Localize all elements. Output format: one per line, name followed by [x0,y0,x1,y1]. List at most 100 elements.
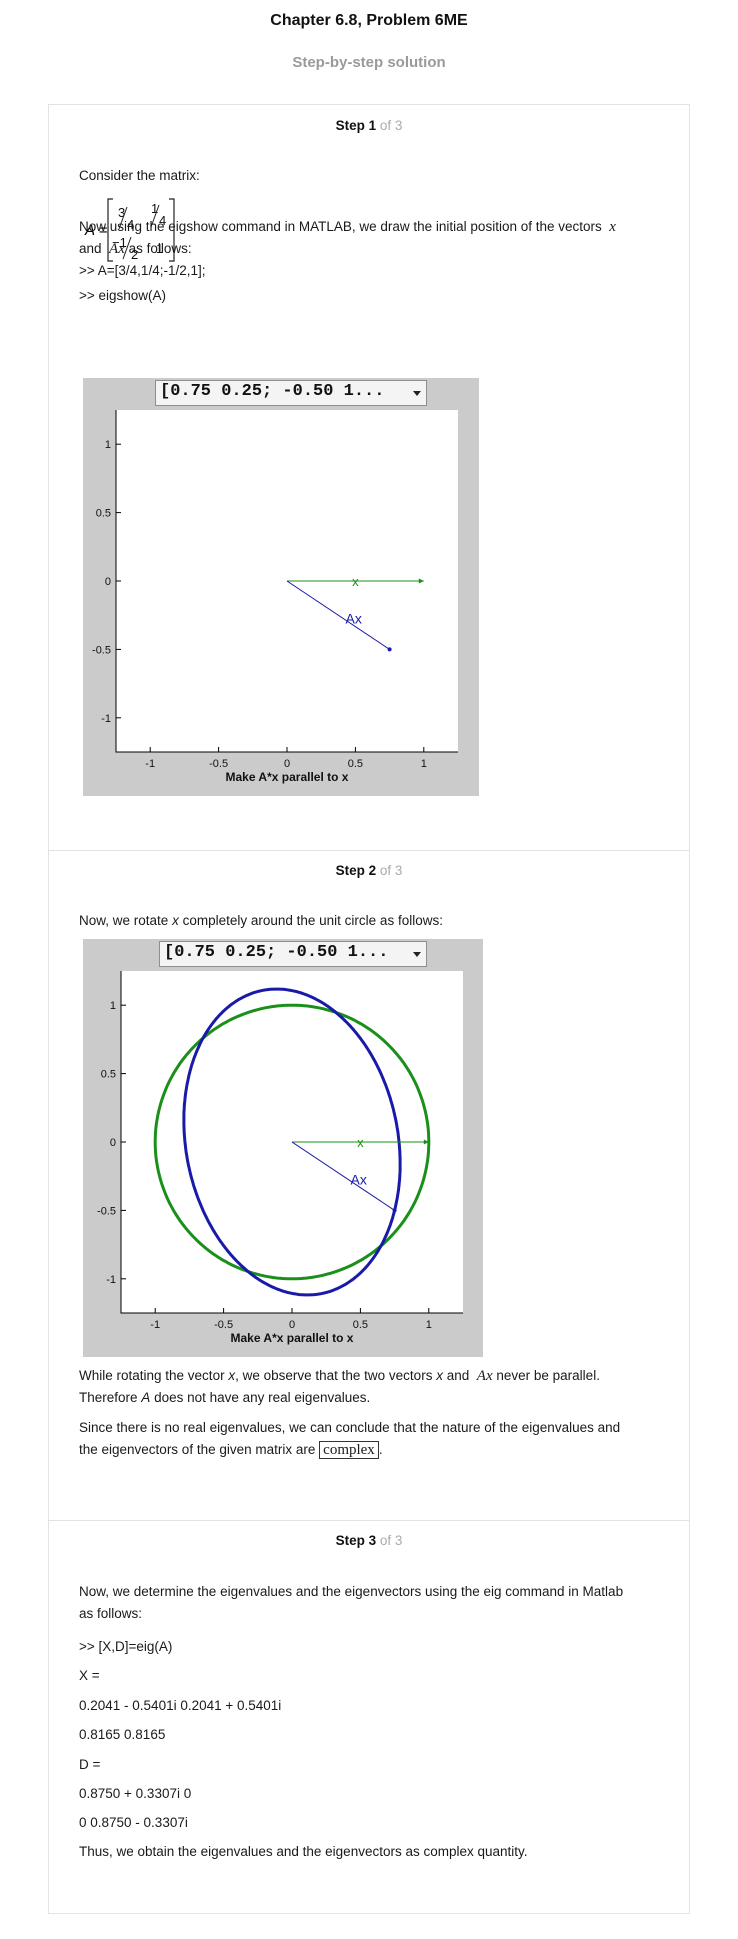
matrix-label: A = [84,222,108,239]
svg-text:2: 2 [131,247,138,262]
x-tick-label: -1 [150,1319,160,1331]
var-x: x [436,1368,443,1383]
since-text: Since there is no real eigenvalues, we c… [79,1417,669,1461]
eig-line: >> [X,D]=eig(A) [79,1639,173,1654]
var-x: x [172,913,179,928]
eig-intro-1: Now, we determine the eigenvalues and th… [79,1584,624,1599]
step-label: Step 2 [335,863,377,878]
x-tick-label: 1 [421,758,427,770]
since-text-end: . [378,1442,383,1457]
step-2-heading: Step 2 of 3 [49,863,689,878]
x-tick-label: 0 [289,1319,295,1331]
x-tick-label: -0.5 [214,1319,233,1331]
eigshow-plot-2: -1 -0.5 0 0.5 1 1 0.5 0 -0.5 -1 Make A*x parallel … [97,971,463,1345]
svg-text:1: 1 [156,241,163,256]
eig-line: 0.8750 + 0.3307i 0 [79,1786,192,1801]
step-3-heading: Step 3 of 3 [49,1533,689,1548]
dropdown-value: [0.75 0.25; -0.50 1... [160,382,385,401]
matrix-dropdown[interactable]: [0.75 0.25; -0.50 1... [159,941,427,967]
var-x: x [228,1368,236,1383]
chevron-down-icon [413,952,421,957]
eig-line: D = [79,1757,101,1772]
y-tick-label: 1 [105,439,111,451]
x-tick-label: 0.5 [353,1319,368,1331]
chevron-down-icon [413,391,421,396]
therefore-text-a: Therefore [79,1390,138,1405]
x-vector-label: x [357,1135,364,1150]
x-axis-label: Make A*x parallel to x [231,1331,354,1345]
svg-text:−1: −1 [112,235,127,250]
x-vector-arrowhead [423,1139,429,1145]
svg-text:3: 3 [118,205,125,220]
page-title: Chapter 6.8, Problem 6ME [270,12,468,29]
step-count: of 3 [379,863,403,878]
step-1-heading: Step 1 of 3 [49,118,689,133]
ax-vector [291,1141,395,1211]
eig-intro-text: Now, we determine the eigenvalues and th… [79,1581,669,1625]
y-tick-label: 0.5 [96,508,111,520]
since-text-1: Since there is no real eigenvalues, we c… [79,1420,621,1435]
step-2-card: Step 2 of 3 Now, we rotate x completely … [48,850,690,1521]
while-text-b: , we observe that the two vectors [235,1368,433,1383]
axes-frame [120,971,463,1314]
since-text-2: the eigenvectors of the given matrix are [79,1442,316,1457]
y-tick-label: -1 [101,713,111,725]
command-1: >> A=[3/4,1/4;-1/2,1]; [79,263,206,278]
conclusion-text: Thus, we obtain the eigenvalues and the … [79,1844,528,1859]
rotate-text-a: Now, we rotate [79,913,169,928]
ax-vector-tip [392,1208,397,1213]
while-text-c: and [446,1368,470,1383]
y-tick-label: -0.5 [97,1205,116,1217]
x-tick-label: 1 [426,1319,432,1331]
using-text: Now using the eigshow command in MATLAB,… [79,216,669,260]
matrix-dropdown[interactable]: [0.75 0.25; -0.50 1... [155,380,427,406]
step-label: Step 3 [335,1533,377,1548]
ax-vector [286,580,390,650]
y-tick-label: 1 [110,1000,116,1012]
using-text-a: Now using the eigshow command in MATLAB,… [79,219,602,234]
while-text-a: While rotating the vector [79,1368,225,1383]
var-ax: Ax [476,1368,493,1384]
var-a: A [141,1390,151,1405]
svg-text:4: 4 [127,217,134,232]
eigshow-figure-1: [0.75 0.25; -0.50 1... -1 -0.5 0 0.5 1 1 0.5 0-… [83,378,479,796]
eigshow-figure-2: [0.75 0.25; -0.50 1... -1 -0.5 0 0.5 1 1 0.5 0-… [83,939,483,1357]
command-2: >> eigshow(A) [79,288,167,303]
svg-text:4: 4 [159,213,166,228]
step-label: Step 1 [335,118,377,133]
eigshow-plot-1: -1 -0.5 0 0.5 1 1 0.5 0 -0.5 -1 Make A*x parallel … [92,410,458,784]
using-text-b: and [79,241,102,256]
rotate-text-b: completely around the unit circle as fol… [182,913,443,928]
eig-line: 0.8165 0.8165 [79,1727,166,1742]
x-tick-label: -1 [145,758,155,770]
var-ax: Ax [109,241,125,257]
ax-vector-tip [387,647,392,652]
rotate-text: Now, we rotate x completely around the u… [79,910,669,932]
svg-text:1: 1 [151,201,158,216]
eig-intro-2: as follows: [79,1606,143,1621]
x-axis-label: Make A*x parallel to x [226,770,349,784]
x-vector-arrowhead [418,578,424,584]
ax-vector-label: Ax [346,610,362,626]
consider-text: Consider the matrix: [79,168,200,183]
eig-line: 0 0.8750 - 0.3307i [79,1815,188,1830]
eig-line: X = [79,1668,100,1683]
x-vector-label: x [352,574,359,589]
answer-box: complex [319,1441,379,1459]
y-tick-label: -0.5 [92,644,111,656]
y-tick-label: -1 [106,1274,116,1286]
step-count: of 3 [379,1533,403,1548]
y-tick-label: 0 [105,576,111,588]
step-count: of 3 [379,118,403,133]
while-text: While rotating the vector x, we observe … [79,1365,669,1409]
x-tick-label: 0.5 [348,758,363,770]
y-tick-label: 0.5 [101,1069,116,1081]
ax-vector-label: Ax [351,1171,367,1187]
x-tick-label: -0.5 [209,758,228,770]
ax-ellipse-trace [182,987,402,1297]
dropdown-value: [0.75 0.25; -0.50 1... [164,943,389,962]
axes-frame [115,410,458,753]
page-subtitle: Step-by-step solution [292,54,446,71]
step-3-card: Step 3 of 3 Now, we determine the eigenv… [48,1520,690,1914]
x-tick-label: 0 [284,758,290,770]
